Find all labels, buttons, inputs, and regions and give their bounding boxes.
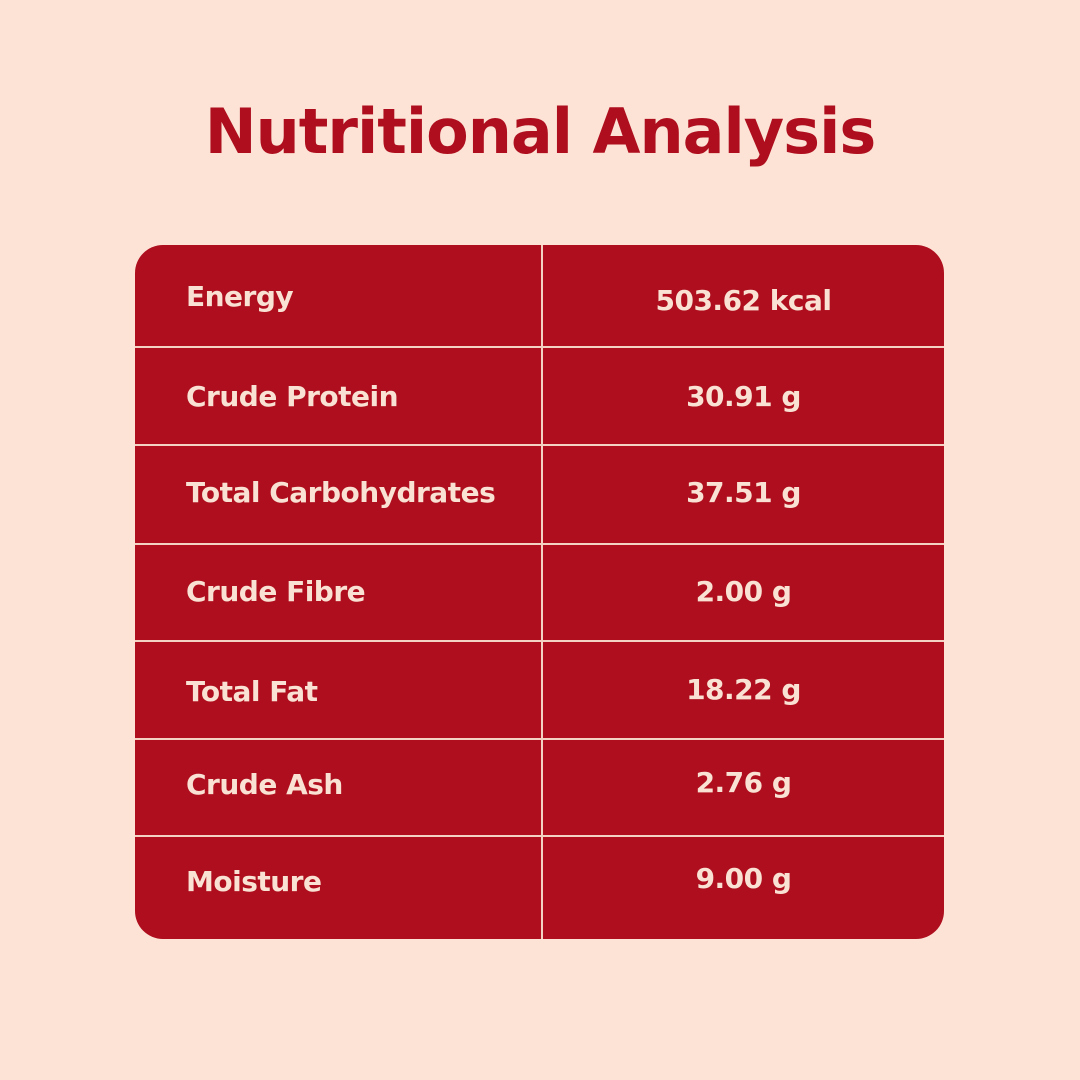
nutrient-label: Energy [186, 280, 294, 313]
nutrient-label: Total Carbohydrates [186, 476, 496, 509]
row-divider [135, 444, 944, 446]
page-title: Nutritional Analysis [204, 95, 876, 168]
nutrient-label: Crude Ash [186, 768, 343, 801]
table-row: Crude Fibre 2.00 g [135, 544, 944, 641]
table-row: Moisture 9.00 g [135, 836, 944, 939]
row-divider [135, 346, 944, 348]
nutrient-value: 2.76 g [695, 766, 792, 799]
row-divider [135, 543, 944, 545]
nutrient-value: 37.51 g [686, 476, 801, 509]
nutrient-value: 30.91 g [686, 380, 801, 413]
nutrient-label: Total Fat [186, 675, 318, 708]
nutrient-label: Moisture [186, 865, 322, 898]
row-divider [135, 835, 944, 837]
nutrient-value: 9.00 g [695, 862, 792, 895]
nutrient-value: 503.62 kcal [655, 284, 832, 317]
nutrient-value: 2.00 g [695, 575, 792, 608]
row-divider [135, 738, 944, 740]
table-row: Total Fat 18.22 g [135, 641, 944, 739]
nutrient-value: 18.22 g [686, 673, 801, 706]
nutrient-label: Crude Protein [186, 380, 399, 413]
column-divider [541, 245, 543, 939]
row-divider [135, 640, 944, 642]
nutrition-table: Energy 503.62 kcal Crude Protein 30.91 g… [135, 245, 944, 939]
table-row: Energy 503.62 kcal [135, 245, 944, 347]
nutrient-label: Crude Fibre [186, 575, 366, 608]
table-row: Total Carbohydrates 37.51 g [135, 445, 944, 544]
table-row: Crude Ash 2.76 g [135, 739, 944, 836]
table-row: Crude Protein 30.91 g [135, 347, 944, 445]
